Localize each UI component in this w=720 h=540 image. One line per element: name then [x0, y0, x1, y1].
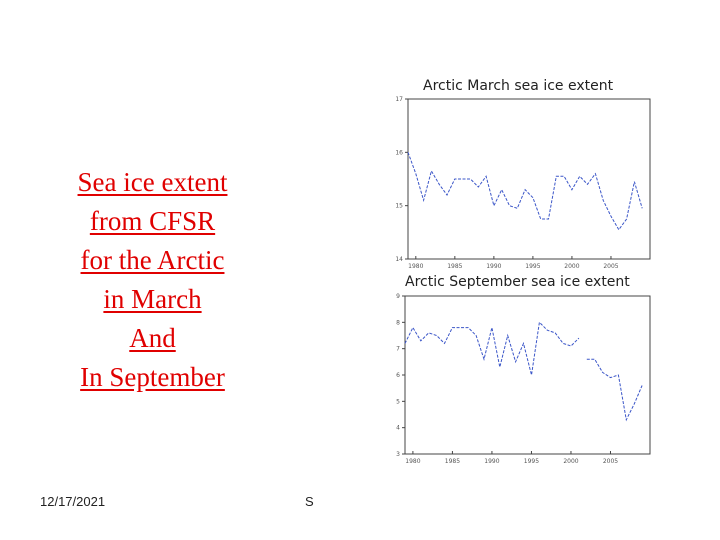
chart1-xtick-label: 1995: [525, 263, 540, 270]
chart1-frame: [407, 98, 651, 260]
chart1-ytick-label: 17: [395, 96, 403, 103]
chart2-xtick-label: 1985: [445, 458, 460, 465]
text-line-1: Sea ice extent: [77, 167, 228, 197]
chart1-xtick-label: 1980: [408, 263, 423, 270]
chart2-xtick-label: 1990: [484, 458, 499, 465]
chart2-series-line: [404, 321, 643, 422]
chart2-ytick-label: 8: [396, 319, 400, 326]
chart2-ytick-label: 4: [396, 425, 400, 432]
chart1-ytick-label: 16: [395, 149, 403, 156]
chart2-xtick-label: 2000: [563, 458, 578, 465]
chart1-xtick-label: 1990: [486, 263, 501, 270]
text-line-5: And: [129, 323, 176, 353]
chart1-title: Arctic March sea ice extent: [423, 78, 614, 94]
page-number: S: [305, 494, 314, 509]
chart2-ytick-label: 9: [396, 293, 400, 300]
chart2-xtick-label: 1980: [405, 458, 420, 465]
chart1-xtick-label: 2000: [564, 263, 579, 270]
chart2-ytick-label: 5: [396, 398, 400, 405]
chart1-ytick-label: 14: [395, 256, 403, 263]
chart2-xtick-label: 2005: [603, 458, 618, 465]
text-line-6: In September: [80, 362, 225, 392]
chart1-xtick-label: 2005: [603, 263, 618, 270]
text-line-3: for the Arctic: [80, 245, 225, 275]
chart2-ytick-label: 6: [396, 372, 400, 379]
chart1-series-line: [407, 152, 643, 231]
footer-date: 12/17/2021: [40, 494, 106, 509]
chart1-xtick-label: 1985: [447, 263, 462, 270]
sea-ice-charts: Arctic March sea ice extent 14 15 16 17 198…: [395, 78, 651, 465]
chart2-xtick-label: 1995: [524, 458, 539, 465]
text-line-2: from CFSR: [89, 206, 216, 236]
chart2-title: Arctic September sea ice extent: [405, 274, 630, 290]
chart2-ytick-label: 3: [396, 451, 400, 458]
chart2-frame: [404, 295, 651, 455]
slide-text: Sea ice extent from CFSR for the Arctic …: [40, 163, 265, 397]
chart2-ytick-label: 7: [396, 346, 400, 353]
chart1-ytick-label: 15: [395, 203, 403, 210]
text-line-4: in March: [103, 284, 202, 314]
